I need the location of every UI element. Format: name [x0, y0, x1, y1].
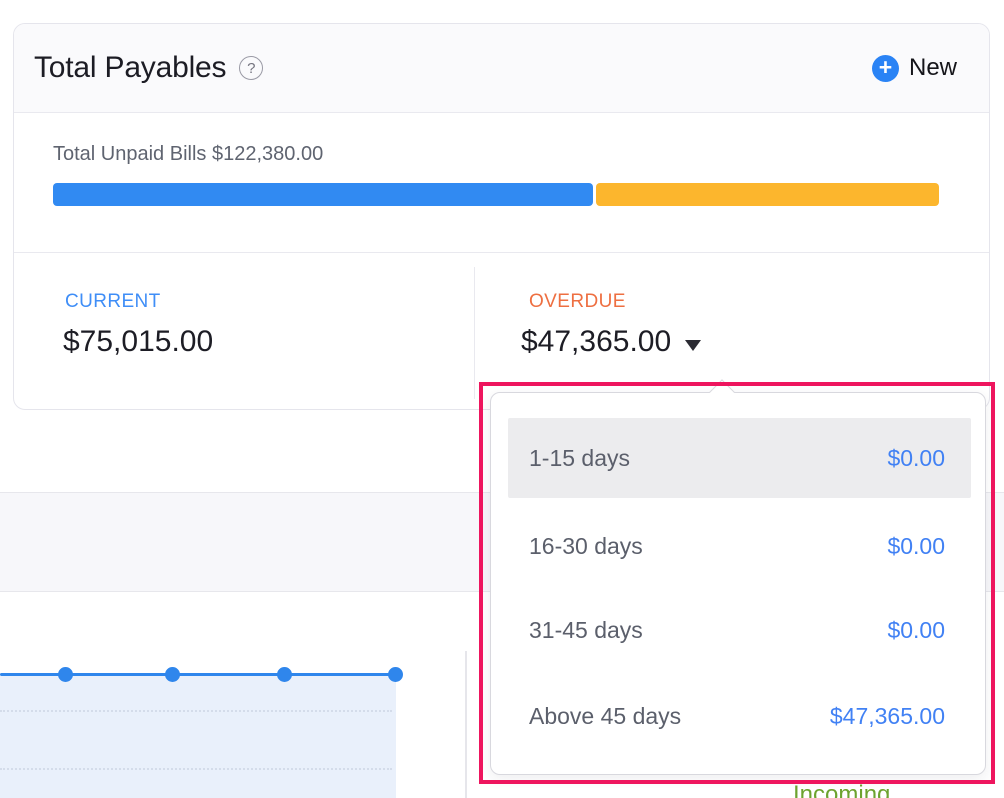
gridline	[0, 768, 392, 770]
new-button-label: New	[908, 54, 957, 81]
aging-label: 1-15 days	[529, 444, 631, 471]
total-payables-card: Total Payables ? + New Total Unpaid Bill…	[13, 23, 990, 410]
aging-row-1-15-days[interactable]: 1-15 days $0.00	[508, 418, 971, 498]
totals-section: CURRENT $75,015.00 OVERDUE $47,365.00	[14, 253, 989, 409]
current-label: CURRENT	[65, 291, 161, 312]
aging-row-above-45-days[interactable]: Above 45 days $47,365.00	[508, 676, 971, 756]
overdue-aging-popup: 1-15 days $0.00 16-30 days $0.00 31-45 d…	[490, 379, 986, 775]
aging-label: Above 45 days	[529, 702, 682, 729]
aging-row-31-45-days[interactable]: 31-45 days $0.00	[508, 590, 971, 670]
panel-divider	[465, 651, 467, 798]
progress-current-segment	[53, 183, 594, 206]
help-icon[interactable]: ?	[239, 56, 264, 80]
column-divider	[474, 267, 475, 399]
overdue-label: OVERDUE	[529, 291, 626, 312]
aging-value: $0.00	[887, 616, 945, 643]
aging-value: $0.00	[887, 532, 945, 559]
total-unpaid-bills-text: Total Unpaid Bills $122,380.00	[53, 143, 324, 165]
plus-icon: +	[871, 54, 899, 82]
overdue-amount: $47,365.00	[521, 325, 672, 358]
aging-value: $0.00	[887, 444, 945, 471]
trend-point	[58, 667, 73, 682]
aging-label: 16-30 days	[529, 532, 643, 559]
caret-down-icon	[685, 339, 702, 351]
trend-chart: Incoming	[0, 592, 1004, 798]
trend-point	[388, 667, 403, 682]
legend-incoming: Incoming	[793, 781, 891, 798]
aging-value: $47,365.00	[829, 702, 945, 729]
aging-row-16-30-days[interactable]: 16-30 days $0.00	[508, 506, 971, 586]
card-title: Total Payables	[34, 51, 227, 84]
gridline	[0, 710, 392, 712]
aging-label: 31-45 days	[529, 616, 643, 643]
new-button[interactable]: + New	[871, 54, 957, 82]
payables-progress-bar	[53, 183, 939, 206]
trend-line	[0, 673, 396, 676]
overdue-amount-dropdown[interactable]: $47,365.00	[521, 325, 702, 359]
trend-area-fill	[0, 676, 396, 798]
card-header: Total Payables ? + New	[14, 24, 989, 113]
current-amount: $75,015.00	[63, 325, 214, 358]
unpaid-bills-section: Total Unpaid Bills $122,380.00	[14, 113, 989, 253]
progress-overdue-segment	[596, 183, 939, 206]
trend-point	[165, 667, 180, 682]
trend-point	[277, 667, 292, 682]
